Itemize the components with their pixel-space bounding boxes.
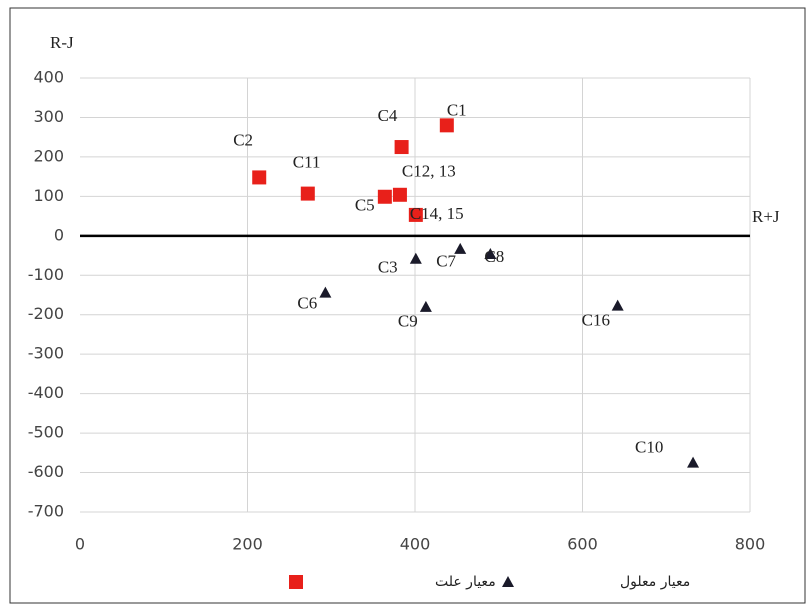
point [484, 247, 497, 259]
point [409, 252, 422, 264]
point-label: C16 [582, 311, 610, 330]
x-tick-label: 400 [400, 535, 431, 554]
point-label: C7 [436, 252, 456, 271]
point [439, 118, 454, 133]
x-tick-label: 200 [232, 535, 263, 554]
legend-label: معیار علت [435, 574, 496, 590]
y-tick-label: -200 [28, 304, 64, 323]
point-label: C8 [484, 247, 504, 266]
legend-marker [289, 575, 303, 589]
point-label: C5 [355, 196, 375, 215]
point-label: C3 [378, 258, 398, 277]
point [611, 299, 624, 311]
point-label: C1 [447, 100, 467, 119]
point [392, 187, 407, 202]
y-tick-label: -400 [28, 383, 64, 402]
point-label: C4 [378, 106, 398, 125]
point-label: C12, 13 [402, 162, 456, 181]
point [377, 189, 392, 204]
point-label: C14, 15 [410, 204, 464, 223]
y-tick-label: 200 [33, 146, 64, 165]
point-label: C9 [398, 312, 418, 331]
x-axis-label: R+J [752, 207, 780, 226]
point [419, 300, 432, 312]
point [300, 186, 315, 201]
point-label: C2 [233, 130, 253, 149]
x-tick-label: 800 [735, 535, 766, 554]
x-tick-label: 600 [567, 535, 598, 554]
point [687, 456, 700, 468]
point-label: C10 [635, 438, 663, 457]
y-tick-label: -600 [28, 462, 64, 481]
y-tick-label: 400 [33, 68, 64, 87]
point [408, 207, 423, 222]
point [394, 140, 409, 155]
y-tick-label: -300 [28, 344, 64, 363]
point [252, 170, 267, 185]
point-label: C6 [297, 294, 317, 313]
y-tick-label: 0 [54, 225, 64, 244]
y-tick-label: 100 [33, 186, 64, 205]
legend-label: معیار معلول [620, 574, 690, 590]
y-tick-label: -500 [28, 423, 64, 442]
y-tick-label: -700 [28, 502, 64, 521]
legend-marker [502, 576, 514, 587]
point-label: C11 [293, 153, 321, 172]
frame [9, 7, 806, 604]
y-axis-label: R-J [50, 33, 74, 52]
point [454, 242, 467, 254]
y-tick-label: -100 [28, 265, 64, 284]
point [319, 286, 332, 298]
x-tick-label: 0 [75, 535, 85, 554]
y-tick-label: 300 [33, 107, 64, 126]
